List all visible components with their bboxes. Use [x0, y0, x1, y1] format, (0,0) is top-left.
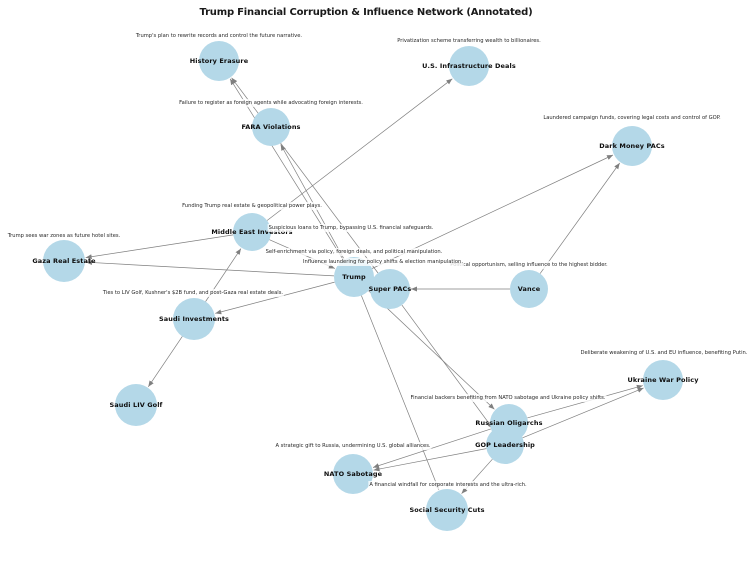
node-trump	[334, 257, 374, 297]
annotation-russian-note: Financial backers benefiting from NATO s…	[409, 394, 607, 402]
node-liv_golf	[115, 384, 157, 426]
node-middle_east	[233, 213, 271, 251]
node-vance	[510, 270, 548, 308]
node-label-trump: Trump	[342, 273, 366, 281]
node-label-super_pacs: Super PACs	[368, 285, 412, 293]
edge-saudi_inv-to-liv_golf	[148, 336, 183, 387]
node-label-liv_golf: Saudi LIV Golf	[109, 401, 163, 409]
edge-trump-to-gaza	[85, 260, 335, 277]
node-label-history_erasure: History Erasure	[189, 57, 249, 65]
node-nato	[333, 454, 373, 494]
node-label-middle_east: Middle East Investors	[211, 228, 293, 236]
annotation-loans-note: Suspicious loans to Trump, bypassing U.S…	[267, 224, 435, 232]
node-label-ukraine: Ukraine War Policy	[627, 376, 699, 384]
edge-trump-to-russian	[368, 290, 495, 410]
node-ssc	[426, 489, 468, 531]
node-fara	[252, 108, 290, 146]
node-ukraine	[643, 360, 683, 400]
edge-middle_east-to-us_infrastructure	[266, 78, 453, 221]
annotation-gaza-note: Trump sees war zones as future hotel sit…	[6, 232, 122, 240]
node-label-gaza: Gaza Real Estate	[32, 257, 96, 265]
annotation-darkmoney-note: Laundered campaign funds, covering legal…	[542, 114, 722, 122]
node-label-nato: NATO Sabotage	[323, 470, 383, 478]
annotation-superpacs-note: Influence laundering for policy shifts &…	[302, 258, 464, 266]
annotation-saudi-note: Ties to LIV Golf, Kushner's $2B fund, an…	[101, 289, 285, 297]
annotation-vance-note: Political opportunism, selling influence…	[449, 261, 609, 269]
node-label-vance: Vance	[517, 285, 541, 293]
node-gaza	[43, 240, 85, 282]
edge-gop-to-ukraine	[522, 387, 644, 439]
annotation-ukraine-note: Deliberate weakening of U.S. and EU infl…	[579, 349, 749, 357]
annotation-nato-note: A strategic gift to Russia, undermining …	[274, 442, 432, 450]
edge-russian-to-ukraine	[527, 384, 643, 419]
annotation-mideast-note: Funding Trump real estate & geopolitical…	[181, 202, 323, 210]
edge-russian-to-nato	[372, 428, 492, 469]
annotation-ssc-note: A financial windfall for corporate inter…	[368, 481, 528, 489]
annotation-fara-note: Failure to register as foreign agents wh…	[178, 99, 364, 107]
edge-trump-to-ssc	[361, 295, 440, 490]
edge-super_pacs-to-history_erasure	[231, 77, 379, 274]
edge-trump-to-saudi_inv	[215, 281, 335, 315]
edge-middle_east-to-gaza	[85, 234, 234, 260]
diagram-title: Trump Financial Corruption & Influence N…	[199, 7, 533, 18]
node-saudi_inv	[173, 298, 215, 340]
node-us_infrastructure	[449, 46, 489, 86]
node-dark_money	[612, 126, 652, 166]
edge-vance-to-dark_money	[539, 162, 620, 274]
node-super_pacs	[370, 269, 410, 309]
annotation-trump-note: Self-enrichment via policy, foreign deal…	[264, 248, 444, 256]
node-label-saudi_inv: Saudi Investments	[159, 315, 229, 323]
node-label-fara: FARA Violations	[241, 123, 301, 131]
node-label-russian: Russian Oligarchs	[475, 419, 543, 427]
node-label-ssc: Social Security Cuts	[409, 506, 485, 514]
node-history_erasure	[199, 41, 239, 81]
node-gop	[486, 426, 524, 464]
edge-super_pacs-to-gop	[401, 304, 494, 430]
annotation-infra-note: Privatization scheme transferring wealth…	[396, 37, 542, 45]
node-label-gop: GOP Leadership	[475, 441, 535, 449]
node-label-dark_money: Dark Money PACs	[599, 142, 665, 150]
node-label-us_infrastructure: U.S. Infrastructure Deals	[422, 62, 516, 70]
annotation-history-note: Trump's plan to rewrite records and cont…	[134, 32, 304, 40]
edge-gop-to-nato	[373, 448, 487, 472]
